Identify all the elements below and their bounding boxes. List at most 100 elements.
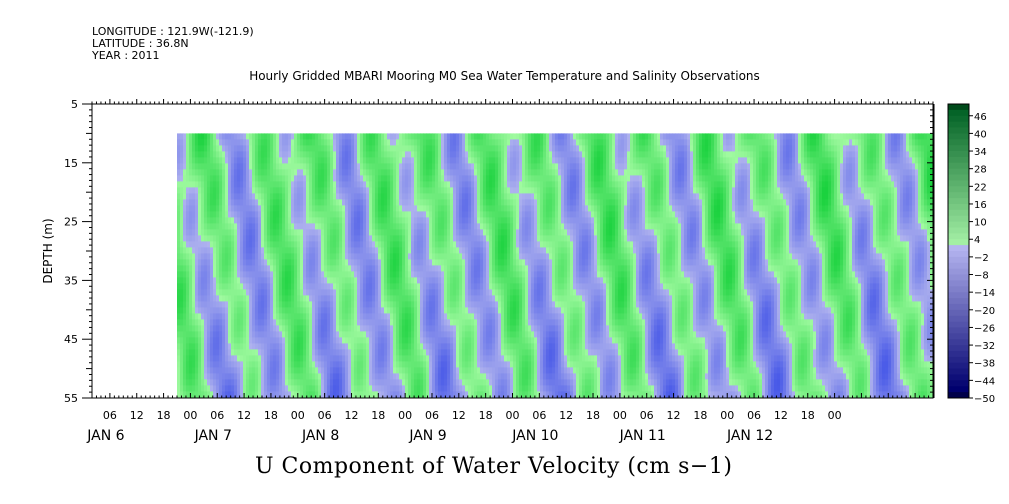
heatmap-cell (426, 349, 430, 356)
heatmap-cell (435, 265, 439, 272)
heatmap-cell (180, 229, 184, 236)
heatmap-cell (387, 325, 391, 332)
heatmap-cell (210, 151, 214, 158)
heatmap-cell (456, 187, 460, 194)
heatmap-cell (267, 235, 271, 242)
heatmap-cell (477, 325, 481, 332)
heatmap-cell (351, 133, 355, 140)
heatmap-cell (318, 385, 322, 392)
heatmap-cell (213, 271, 217, 278)
heatmap-cell (300, 229, 304, 236)
heatmap-cell (318, 373, 322, 380)
heatmap-cell (447, 253, 451, 260)
heatmap-cell (234, 145, 238, 152)
heatmap-cell (327, 235, 331, 242)
heatmap-cell (201, 259, 205, 266)
heatmap-cell (393, 229, 397, 236)
heatmap-cell (267, 295, 271, 302)
heatmap-cell (444, 145, 448, 152)
heatmap-cell (327, 313, 331, 320)
heatmap-cell (297, 307, 301, 314)
heatmap-cell (285, 229, 289, 236)
heatmap-cell (183, 193, 187, 200)
heatmap-cell (264, 259, 268, 266)
heatmap-cell (339, 277, 343, 284)
heatmap-cell (204, 367, 208, 374)
heatmap-cell (369, 193, 373, 200)
heatmap-cell (228, 241, 232, 248)
heatmap-cell (177, 205, 181, 212)
heatmap-cell (390, 349, 394, 356)
heatmap-cell (297, 265, 301, 272)
heatmap-cell (378, 349, 382, 356)
heatmap-cell (360, 163, 364, 170)
heatmap-cell (462, 271, 466, 278)
heatmap-cell (189, 265, 193, 272)
heatmap-cell (177, 313, 181, 320)
heatmap-cell (279, 223, 283, 230)
heatmap-cell (471, 307, 475, 314)
heatmap-cell (369, 205, 373, 212)
heatmap-cell (288, 193, 292, 200)
heatmap-cell (228, 331, 232, 338)
heatmap-cell (303, 265, 307, 272)
heatmap-cell (285, 295, 289, 302)
heatmap-cell (483, 145, 487, 152)
heatmap-cell (273, 169, 277, 176)
heatmap-cell (402, 157, 406, 164)
heatmap-cell (252, 361, 256, 368)
heatmap-cell (456, 211, 460, 218)
heatmap-cell (441, 133, 445, 140)
heatmap-cell (297, 385, 301, 392)
heatmap-cell (222, 217, 226, 224)
heatmap-cell (369, 133, 373, 140)
heatmap-cell (480, 187, 484, 194)
heatmap-cell (414, 145, 418, 152)
heatmap-cell (180, 343, 184, 350)
heatmap-cell (201, 175, 205, 182)
heatmap-cell (183, 307, 187, 314)
heatmap-cell (438, 193, 442, 200)
heatmap-cell (381, 265, 385, 272)
heatmap-cell (450, 229, 454, 236)
heatmap-cell (402, 265, 406, 272)
heatmap-cell (339, 289, 343, 296)
heatmap-cell (279, 241, 283, 248)
heatmap-cell (339, 205, 343, 212)
heatmap-cell (468, 133, 472, 140)
heatmap-cell (225, 265, 229, 272)
heatmap-cell (309, 337, 313, 344)
heatmap-cell (366, 151, 370, 158)
heatmap-cell (300, 265, 304, 272)
heatmap-cell (438, 301, 442, 308)
heatmap-cell (462, 289, 466, 296)
heatmap-cell (330, 331, 334, 338)
heatmap-cell (348, 241, 352, 248)
heatmap-cell (357, 331, 361, 338)
heatmap-cell (360, 247, 364, 254)
heatmap-cell (210, 295, 214, 302)
heatmap-cell (261, 253, 265, 260)
heatmap-cell (192, 169, 196, 176)
heatmap-cell (198, 163, 202, 170)
heatmap-cell (213, 295, 217, 302)
heatmap-cell (387, 217, 391, 224)
heatmap-cell (474, 385, 478, 392)
heatmap-cell (255, 247, 259, 254)
heatmap-cell (222, 163, 226, 170)
heatmap-cell (210, 343, 214, 350)
heatmap-cell (417, 139, 421, 146)
heatmap-cell (303, 337, 307, 344)
heatmap-cell (393, 193, 397, 200)
heatmap-cell (207, 349, 211, 356)
heatmap-cell (453, 265, 457, 272)
heatmap-cell (210, 205, 214, 212)
heatmap-cell (462, 379, 466, 386)
heatmap-cell (345, 361, 349, 368)
heatmap-cell (471, 367, 475, 374)
heatmap-cell (450, 139, 454, 146)
heatmap-cell (252, 337, 256, 344)
heatmap-cell (243, 361, 247, 368)
heatmap-cell (375, 163, 379, 170)
heatmap-cell (438, 235, 442, 242)
